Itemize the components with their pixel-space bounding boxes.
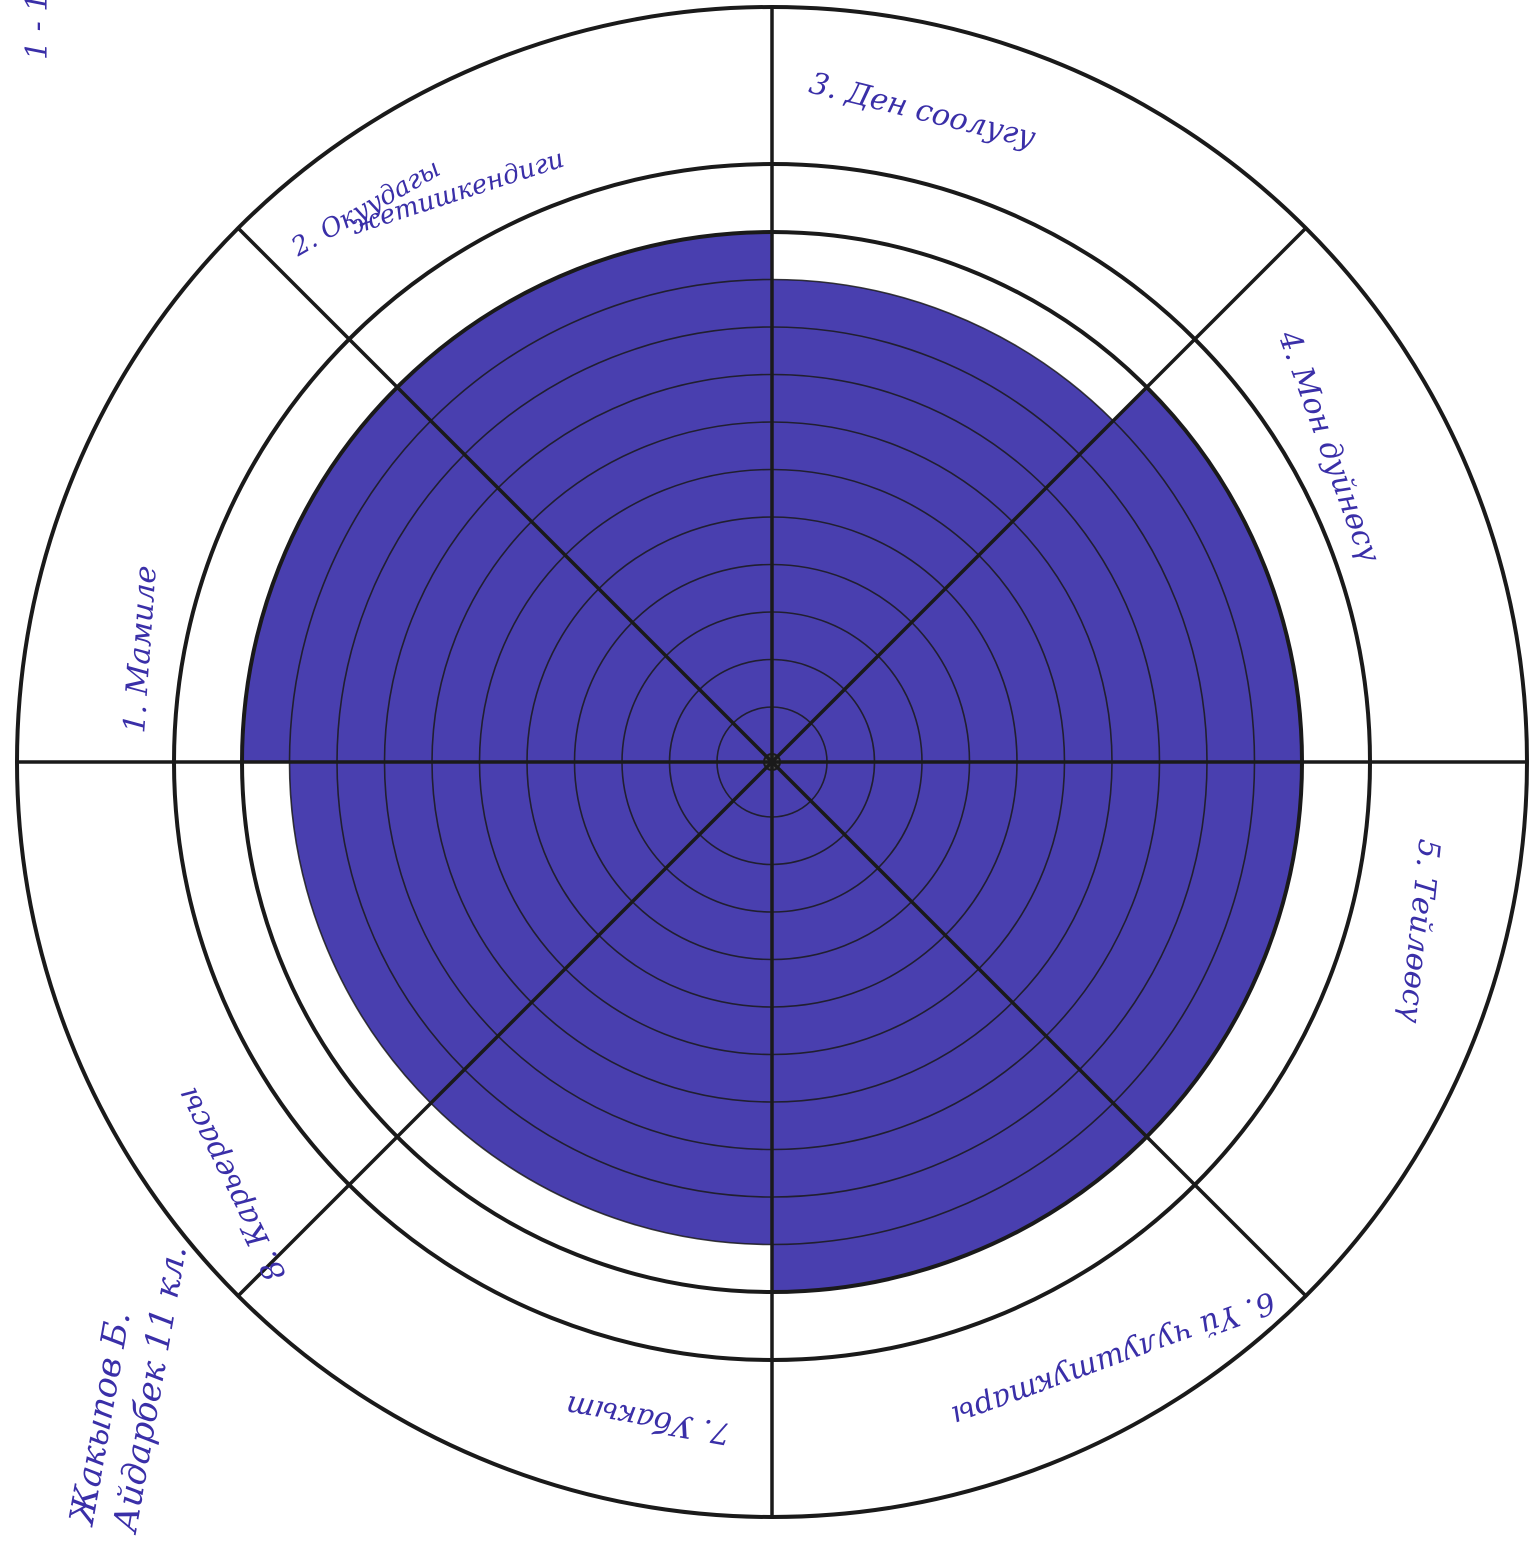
segment-label-6: 6. Үй чулуштуктары: [947, 1284, 1280, 1434]
segment-dividers: [17, 7, 1527, 1517]
segment-fill-3: [772, 279, 1114, 762]
segment-label-1: 1. Мамиле: [117, 564, 164, 734]
segment-fill-4: [772, 387, 1302, 762]
segment-fill-6: [772, 762, 1147, 1292]
segment-label-7: 7. Убакыт: [563, 1388, 733, 1451]
segment-fill-5: [772, 762, 1302, 1137]
segment-divider-2: [236, 226, 774, 764]
segment-label-5: 5. Тейлөөсү: [1392, 837, 1446, 1025]
segment-divider-4: [770, 226, 1308, 764]
segment-fill-8: [289, 762, 772, 1104]
segment-fill-2: [397, 232, 772, 762]
segment-divider-8: [236, 760, 774, 1298]
segment-fill-7: [430, 762, 772, 1245]
scale-note: 1 - 10б.: [20, 0, 55, 60]
segment-divider-6: [770, 760, 1308, 1298]
segment-fills: [242, 232, 1302, 1292]
segment-fill-1: [242, 387, 772, 762]
segment-label-3: 3. Ден соолугу: [806, 66, 1040, 156]
segment-label-4: 4. Мон дуйнөсү: [1270, 325, 1387, 568]
